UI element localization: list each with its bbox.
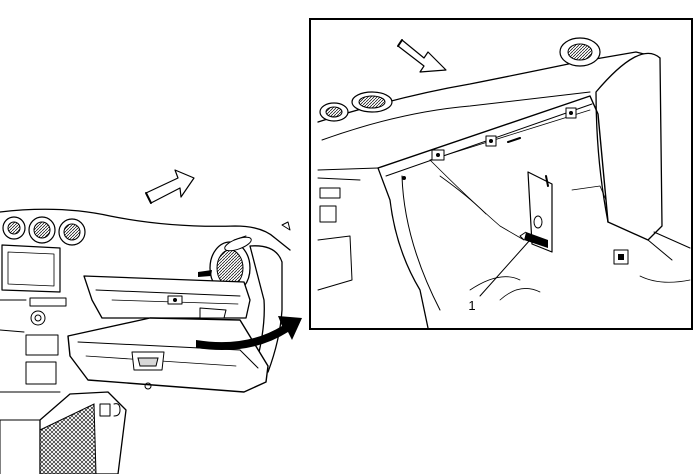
dash-top-outline — [0, 208, 291, 251]
inset-air-vents — [319, 37, 601, 122]
inset-left-controls — [317, 187, 353, 291]
removal-direction-arrow — [196, 316, 302, 350]
lower-footwell — [0, 391, 127, 474]
inset-forward-arrow — [397, 39, 447, 73]
inset-frame-clips — [431, 107, 577, 161]
inset-interior-bracket — [527, 171, 553, 253]
glove-box-door — [67, 317, 269, 393]
inset-connector — [613, 249, 629, 265]
inset-glove-box-frame — [377, 95, 609, 223]
instrument-panel-view — [0, 169, 302, 474]
dash-label-icon — [198, 270, 212, 277]
center-display — [1, 244, 61, 293]
center-stack-controls — [0, 297, 67, 393]
forward-direction-arrow — [145, 169, 195, 204]
detail-inset: 1 — [309, 18, 693, 330]
instrument-cluster-gauges — [2, 216, 86, 246]
inset-dash-side-panel — [595, 52, 663, 241]
inset-latch-fastener — [519, 231, 548, 248]
callout-label-1: 1 — [468, 298, 475, 313]
inset-left-opening-edge — [377, 167, 429, 329]
glove-box-opening — [83, 275, 251, 319]
dash-end-panel — [249, 245, 283, 373]
callout-leader-line — [479, 239, 531, 297]
